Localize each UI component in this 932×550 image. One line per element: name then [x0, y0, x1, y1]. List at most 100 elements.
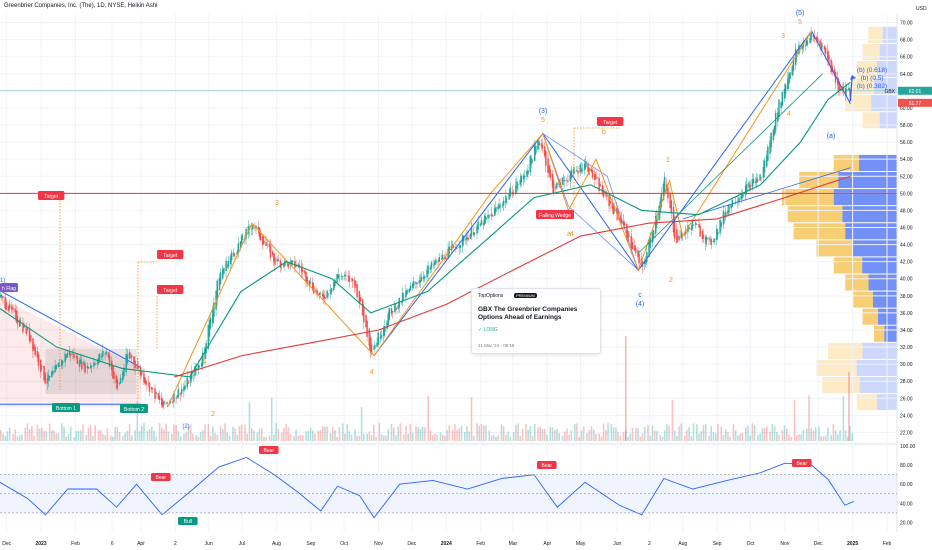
candle-body — [744, 185, 747, 196]
volume-bar — [592, 429, 595, 441]
candle-body — [598, 177, 600, 192]
volume-bar — [234, 428, 236, 441]
candle-body — [804, 45, 807, 46]
volume-bar — [122, 435, 124, 441]
candle-body — [32, 338, 34, 352]
candle-body — [756, 178, 758, 183]
candle-body — [710, 239, 712, 245]
candle-body — [488, 215, 490, 217]
candle-body — [334, 279, 336, 286]
volume-bar — [800, 434, 803, 441]
candle-body — [386, 321, 388, 329]
volume-bar — [307, 430, 310, 441]
volume-bar — [839, 430, 841, 441]
volume-bar — [358, 435, 361, 441]
candle-body — [708, 238, 710, 239]
fib-target-label: (b) (0.382) — [857, 83, 887, 90]
candle-body — [523, 176, 526, 178]
news-card[interactable]: TopOptions PREMIUM GBX The Greenbrier Co… — [471, 288, 601, 354]
news-headline[interactable]: GBX The Greenbrier Companies Options Ahe… — [478, 306, 578, 321]
rsi-tick: 100.00 — [900, 444, 916, 450]
volume-profile-bar-up — [856, 60, 877, 78]
volume-bar — [189, 424, 192, 441]
price-tick: 22.00 — [900, 430, 913, 436]
volume-profile-bar-down — [859, 376, 897, 394]
volume-bar — [580, 430, 583, 441]
candle-body — [833, 69, 836, 76]
candle-body — [274, 257, 276, 265]
price-tick: 32.00 — [900, 345, 913, 351]
time-tick: Mar — [509, 541, 518, 547]
candle-body — [841, 88, 843, 91]
volume-bar — [724, 429, 727, 441]
candle-body — [508, 193, 510, 200]
candle-body — [748, 182, 750, 188]
volume-bar — [112, 436, 114, 441]
candle-body — [522, 175, 525, 180]
volume-bar — [270, 397, 273, 441]
volume-bar — [326, 426, 328, 441]
bottom-label-bg — [52, 403, 80, 412]
volume-bar — [158, 423, 161, 441]
volume-profile-bar-down — [884, 325, 897, 342]
volume-bar — [387, 429, 390, 441]
price-tick: 52.00 — [900, 174, 913, 180]
volume-bar — [124, 432, 126, 441]
time-tick: Sep — [713, 541, 722, 547]
candle-body — [286, 262, 288, 264]
volume-bar — [21, 434, 23, 441]
candle-body — [670, 200, 673, 214]
candle-body — [316, 290, 318, 296]
candle-body — [258, 227, 261, 238]
candle-body — [226, 265, 228, 268]
candle-body — [147, 382, 150, 384]
volume-bar — [57, 433, 60, 441]
candle-body — [535, 145, 537, 154]
candle-body — [84, 363, 86, 373]
candle-body — [573, 171, 576, 173]
volume-bar — [470, 397, 473, 441]
candle-body — [784, 84, 787, 94]
candle-body — [8, 304, 11, 309]
volume-bar — [195, 435, 197, 441]
volume-profile-bar-down — [862, 342, 897, 359]
volume-bar — [625, 429, 627, 441]
time-tick: Apr — [543, 541, 551, 547]
candle-body — [619, 215, 621, 222]
volume-bar — [727, 431, 729, 441]
volume-bar — [549, 427, 552, 441]
candle-body — [616, 208, 618, 215]
candle-body — [387, 314, 389, 326]
candle-body — [549, 169, 552, 178]
candle-body — [330, 288, 333, 292]
price-tick: 36.00 — [900, 311, 913, 317]
candle-body — [62, 361, 64, 363]
candle-body — [28, 329, 31, 341]
candle-body — [545, 151, 547, 166]
candle-body — [663, 176, 666, 192]
rsi-bear-label: Bear — [264, 448, 275, 454]
volume-bar — [641, 433, 644, 441]
volume-bar — [402, 434, 405, 441]
volume-bar — [700, 431, 703, 441]
volume-bar — [488, 430, 491, 441]
candle-body — [187, 382, 190, 384]
price-tick: 64.00 — [900, 72, 913, 78]
candle-body — [608, 195, 610, 207]
candle-body — [527, 170, 529, 174]
volume-bar — [346, 424, 348, 441]
orange-wave-label: 4 — [787, 111, 791, 118]
candle-body — [505, 195, 507, 204]
candle-body — [416, 282, 418, 285]
candle-body — [649, 237, 651, 249]
volume-bar — [598, 433, 600, 441]
candle-body — [828, 55, 830, 65]
time-tick: Dec — [407, 541, 416, 547]
candle-body — [2, 296, 4, 298]
volume-profile-bar-down — [838, 171, 897, 189]
candle-body — [672, 206, 675, 233]
elliott-wave-line — [373, 30, 812, 356]
orange-wave-label: 1 — [666, 157, 670, 164]
falling-wedge-label-bg — [536, 210, 574, 219]
